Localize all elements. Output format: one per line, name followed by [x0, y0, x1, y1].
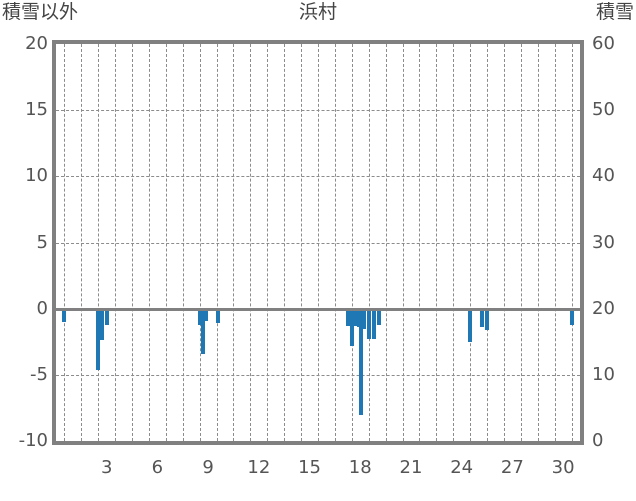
- y2-axis-tick-label: 60: [592, 33, 615, 54]
- horizontal-gridline: [56, 110, 580, 112]
- bar: [353, 308, 358, 326]
- bar: [356, 308, 361, 328]
- y2-axis-tick-label: 40: [592, 165, 615, 187]
- x-axis-tick-label: 6: [151, 457, 164, 478]
- x-axis-tick-label: 3: [100, 457, 113, 478]
- horizontal-gridline: [56, 374, 580, 376]
- bar: [468, 308, 473, 342]
- y2-axis-tick-label: 50: [592, 99, 615, 121]
- x-axis-tick-label: 18: [348, 457, 372, 478]
- x-axis-tick-label: 15: [298, 457, 321, 478]
- y-axis-tick-label: -10: [18, 430, 48, 451]
- bar: [96, 308, 101, 370]
- bar: [371, 308, 376, 340]
- zero-axis-line: [56, 307, 580, 311]
- bar: [201, 308, 206, 354]
- y2-axis-tick-label: 10: [592, 363, 615, 385]
- bar: [569, 308, 574, 325]
- y-axis-tick-label: 0: [36, 297, 48, 319]
- y-axis-tick-label: 10: [25, 165, 48, 187]
- x-axis-tick-label: 12: [247, 457, 271, 478]
- right-axis-title: 積雪: [595, 1, 634, 23]
- plot-area: [56, 44, 580, 441]
- y2-axis-tick-label: 0: [592, 430, 604, 451]
- y-axis-tick-label: 5: [36, 231, 48, 253]
- x-axis-tick-label: 27: [500, 457, 524, 478]
- bar: [216, 308, 221, 324]
- bar: [100, 308, 105, 341]
- x-axis-tick-label: 30: [551, 457, 575, 478]
- horizontal-gridline: [56, 242, 580, 244]
- bar: [362, 308, 367, 329]
- x-axis-tick-label: 24: [450, 457, 474, 478]
- bar: [349, 308, 354, 346]
- x-axis-tick-label: 9: [202, 457, 214, 478]
- y2-axis-tick-label: 30: [592, 231, 615, 253]
- y-axis-tick-label: 15: [25, 99, 48, 121]
- bar: [62, 308, 67, 322]
- x-axis-tick-label: 21: [399, 457, 423, 478]
- bar: [104, 308, 109, 325]
- bar: [366, 308, 371, 340]
- bar: [485, 308, 490, 330]
- horizontal-gridline: [56, 176, 580, 178]
- y2-axis-tick-label: 20: [592, 297, 615, 319]
- y-axis-tick-label: -5: [30, 363, 48, 385]
- chart-title: 浜村: [298, 1, 337, 23]
- left-axis-title: 積雪以外: [2, 1, 79, 23]
- bar: [376, 308, 381, 325]
- bar: [346, 308, 351, 326]
- bar: [479, 308, 484, 328]
- bar: [359, 308, 364, 415]
- bar: [204, 308, 209, 321]
- bar: [197, 308, 202, 325]
- y-axis-tick-label: 20: [25, 33, 48, 54]
